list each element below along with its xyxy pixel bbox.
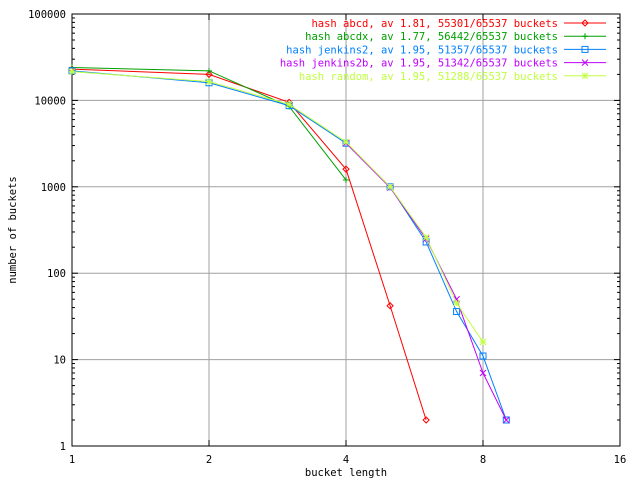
- data-point: [479, 369, 487, 377]
- legend-label: hash jenkins2, av 1.95, 51357/65537 buck…: [286, 44, 558, 56]
- data-point: [205, 70, 213, 79]
- series-group: [68, 64, 510, 424]
- series-1: [68, 65, 430, 424]
- y-tick-label: 100: [47, 268, 66, 280]
- series-5: [68, 68, 487, 346]
- series-line: [71, 70, 507, 421]
- data-point: [342, 165, 350, 173]
- legend-label: hash abcd, av 1.81, 55301/65537 buckets: [311, 18, 558, 30]
- x-tick-label: 1: [69, 454, 75, 466]
- series-line: [71, 68, 427, 421]
- data-point: [479, 352, 487, 360]
- y-tick-label: 10: [53, 355, 66, 367]
- data-point: [479, 338, 487, 346]
- legend-entry: hash random, av 1.95, 51288/65537 bucket…: [299, 71, 606, 83]
- axis-ticks: 1 2 4 8 16 1 10 100 1000 10000 100000: [28, 9, 626, 466]
- data-point: [68, 68, 76, 76]
- x-tick-label: 8: [480, 454, 486, 466]
- data-point: [206, 67, 212, 74]
- data-point: [422, 416, 430, 424]
- legend-marker: [582, 33, 588, 40]
- series-line: [71, 71, 484, 343]
- legend-label: hash abcdx, av 1.77, 56442/65537 buckets: [305, 31, 558, 43]
- legend-marker: [581, 19, 589, 27]
- legend-entry: hash abcdx, av 1.77, 56442/65537 buckets: [305, 31, 606, 43]
- data-point: [422, 233, 430, 241]
- data-point: [342, 138, 350, 146]
- x-tick-label: 2: [206, 454, 212, 466]
- y-tick-label: 1000: [41, 182, 66, 194]
- legend-marker: [581, 59, 589, 66]
- series-line: [345, 142, 507, 421]
- legend-entry: hash abcd, av 1.81, 55301/65537 buckets: [311, 18, 606, 30]
- data-point: [205, 78, 213, 85]
- data-point: [502, 416, 510, 424]
- series-3: [68, 67, 510, 424]
- series-4: [342, 139, 510, 424]
- x-tick-label: 16: [614, 454, 627, 466]
- series-line: [71, 67, 347, 181]
- y-tick-label: 10000: [34, 95, 66, 107]
- y-axis-label: number of buckets: [7, 176, 19, 283]
- data-point: [285, 100, 293, 108]
- x-tick-label: 4: [343, 454, 349, 466]
- data-point: [453, 299, 460, 307]
- data-point: [453, 308, 461, 316]
- y-tick-label: 100000: [28, 9, 66, 21]
- legend: hash abcd, av 1.81, 55301/65537 bucketsh…: [280, 18, 606, 83]
- legend-marker: [581, 72, 589, 80]
- legend-entry: hash jenkins2, av 1.95, 51357/65537 buck…: [286, 44, 606, 56]
- legend-marker: [581, 45, 589, 53]
- data-point: [386, 302, 394, 310]
- legend-label: hash jenkins2b, av 1.95, 51342/65537 buc…: [280, 58, 558, 70]
- data-point: [502, 416, 510, 424]
- data-point: [386, 183, 394, 191]
- data-point: [343, 176, 349, 183]
- x-axis-label: bucket length: [305, 467, 387, 479]
- y-tick-label: 1: [60, 441, 66, 453]
- legend-label: hash random, av 1.95, 51288/65537 bucket…: [299, 71, 558, 83]
- grid: [72, 14, 620, 446]
- legend-entry: hash jenkins2b, av 1.95, 51342/65537 buc…: [280, 58, 606, 70]
